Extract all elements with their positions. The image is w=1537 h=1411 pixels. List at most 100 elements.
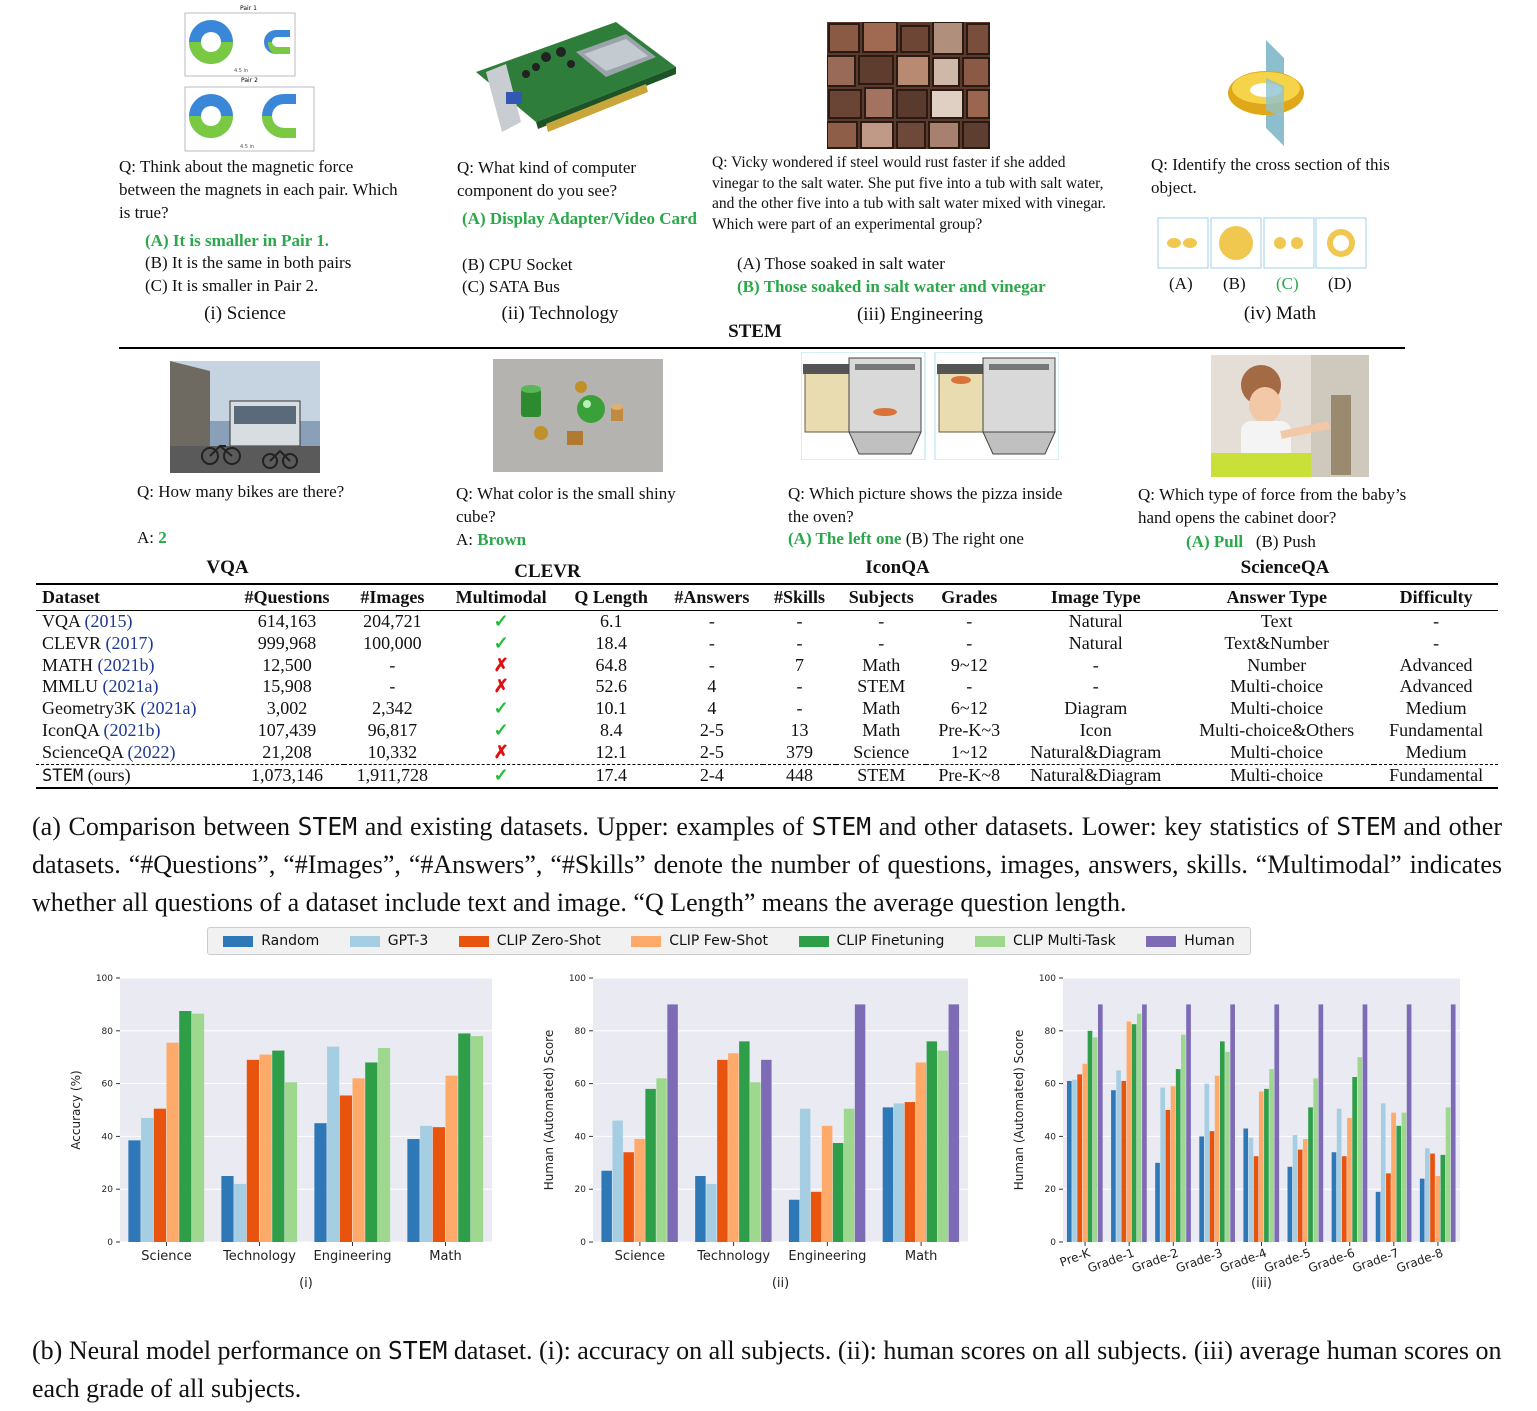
science-option-c: (C) It is smaller in Pair 2.: [145, 276, 319, 295]
iconqa-question: Q: Which picture shows the pizza inside …: [788, 484, 1063, 526]
table-cell: 12,500: [262, 654, 312, 675]
table-cell: Advanced: [1399, 654, 1473, 675]
bar: [1087, 1030, 1093, 1242]
legend-swatch: [974, 935, 1005, 947]
bar: [1303, 1139, 1308, 1242]
clevr-answer: A: Brown: [456, 530, 527, 549]
table-cell: 17.4: [561, 763, 662, 788]
dataset-year: (2021a): [102, 676, 159, 697]
bar: [1430, 1153, 1435, 1242]
dataset-name-cell: STEM (ours): [36, 763, 231, 788]
bar: [1445, 1107, 1451, 1242]
table-row: MATH (2021b) 12,500 - ✗ 64.8 - 7 Math 9~12 - Numbe…: [36, 655, 1498, 677]
table-cell: -: [966, 611, 973, 631]
bar: [128, 1140, 141, 1242]
bar: [1160, 1087, 1166, 1242]
bar: [234, 1183, 247, 1242]
y-tick-label: 60: [575, 1080, 587, 1090]
table-cell: -: [966, 632, 973, 653]
grade-score-chart: 020406080100Pre-KGrade-1Grade-2Grade-3Gr…: [1012, 974, 1460, 1291]
bar: [717, 1059, 728, 1242]
x-tick-label: Science: [615, 1249, 665, 1264]
table-cell: 2-5: [699, 741, 724, 762]
y-tick-label: 100: [1039, 974, 1056, 984]
table-cell: -: [1433, 632, 1440, 653]
bar: [1186, 1004, 1191, 1242]
magnet-pairs-image: Pair 1 4.5 in Pair 2 4.5 in: [184, 2, 316, 152]
y-tick-label: 20: [1045, 1185, 1057, 1195]
bar: [1419, 1178, 1425, 1242]
table-cell: -: [708, 654, 715, 675]
math-choice-a: (A): [1169, 274, 1193, 293]
table-cell: Math: [862, 698, 901, 719]
accuracy-chart: 0 20 40 60 80 100 Science Technology Engineering…: [69, 974, 492, 1291]
technology-option-c: (C) SATA Bus: [462, 277, 560, 296]
bar: [882, 1107, 894, 1242]
header-subjects: Subjects: [836, 585, 927, 611]
math-choice-c: (C): [1276, 274, 1299, 293]
bar: [314, 1123, 327, 1242]
table-cell: 448: [762, 763, 837, 788]
table-cell: Advanced: [1399, 676, 1473, 697]
x-tick-label: Technology: [222, 1249, 296, 1264]
legend-item: Human: [1146, 933, 1235, 949]
caption-a: (a) Comparison between STEM and existing…: [32, 812, 1502, 917]
table-cell: ✓: [493, 698, 509, 719]
bar: [645, 1088, 656, 1242]
table-cell: -: [878, 632, 885, 653]
bar: [656, 1078, 667, 1242]
caption-b: (b) Neural model performance on STEM dat…: [32, 1336, 1502, 1403]
bar: [1391, 1112, 1396, 1242]
header-qlength: Q Length: [561, 585, 662, 611]
dataset-name-cell: VQA (2015): [36, 611, 230, 633]
bar: [1126, 1021, 1132, 1242]
table-cell: -: [708, 632, 715, 653]
legend-swatch: [458, 935, 489, 947]
legend-item: CLIP Few-Shot: [631, 933, 768, 949]
table-cell: 13: [790, 719, 809, 740]
dataset-name: MATH: [42, 654, 94, 675]
bar: [1175, 1069, 1181, 1242]
bar: [1209, 1131, 1215, 1242]
legend-swatch: [631, 935, 662, 947]
bar: [695, 1176, 706, 1242]
table-cell: 100,000: [363, 632, 422, 653]
legend-label: CLIP Few-Shot: [669, 933, 769, 949]
y-tick-label: 80: [575, 1027, 587, 1037]
bar: [667, 1004, 678, 1242]
legend-item: CLIP Zero-Shot: [458, 933, 601, 949]
table-cell: Icon: [1079, 719, 1112, 740]
legend-label: GPT-3: [387, 933, 429, 949]
bar: [821, 1125, 833, 1242]
x-tick-label: Engineering: [788, 1249, 866, 1264]
bar: [1082, 1063, 1088, 1242]
table-row: ScienceQA (2022) 21,208 10,332 ✗ 12.1 2-5 379 S…: [36, 742, 1498, 764]
bar: [1121, 1080, 1127, 1242]
y-tick-label: 20: [575, 1185, 587, 1195]
bar: [788, 1199, 800, 1242]
bar: [832, 1143, 844, 1242]
bar: [1116, 1070, 1121, 1242]
bar: [1111, 1090, 1116, 1242]
bar: [1287, 1166, 1293, 1242]
bar: [352, 1078, 365, 1242]
bar: [153, 1108, 166, 1242]
x-tick-label: Grade-5: [1262, 1246, 1312, 1276]
table-cell: Multi-choice: [1230, 676, 1324, 697]
x-tick-label: Grade-7: [1350, 1246, 1400, 1276]
table-cell: 999,968: [257, 632, 317, 653]
technology-question: Q: What kind of computer component do yo…: [457, 158, 637, 200]
x-tick-label: Grade-6: [1306, 1246, 1356, 1276]
bar: [854, 1004, 866, 1242]
bar: [445, 1075, 458, 1242]
x-tick-label: Grade-2: [1130, 1246, 1180, 1276]
bar: [1165, 1110, 1171, 1242]
bar: [432, 1127, 445, 1242]
bar: [420, 1125, 433, 1242]
bar: [458, 1033, 471, 1242]
table-cell: 21,208: [262, 741, 312, 762]
dataset-stats-table: Dataset #Questions #Images Multimodal Q …: [36, 585, 1498, 788]
bar: [1450, 1004, 1456, 1242]
bar: [1092, 1037, 1098, 1242]
bar: [601, 1170, 612, 1242]
